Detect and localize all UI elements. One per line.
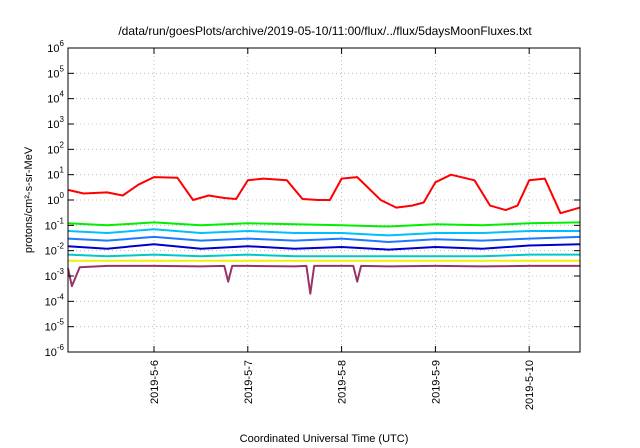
series-line-3 [67,235,581,243]
series-line-1 [67,221,581,228]
chart-title: /data/run/goesPlots/archive/2019-05-10/1… [118,24,532,38]
x-tick-label: 2019-5-8 [337,360,349,404]
y-tick-label: 103 [47,115,64,131]
y-tick-label: 105 [47,64,64,80]
series-line-0 [67,173,581,215]
y-tick-label: 10-5 [45,318,65,334]
y-tick-label: 104 [47,90,64,106]
y-tick-label: 101 [47,166,64,182]
x-axis-label: Coordinated Universal Time (UTC) [240,433,409,445]
y-tick-label: 10-3 [45,267,65,283]
x-tick-label: 2019-5-6 [149,360,161,404]
x-tick-label: 2019-5-7 [243,360,255,404]
y-tick-label: 102 [47,140,64,156]
y-tick-label: 100 [47,191,64,207]
series-line-7 [67,264,580,295]
series-group [67,173,581,295]
y-tick-label: 10-1 [45,216,65,232]
series-line-5 [67,253,580,258]
y-tick-label: 10-4 [45,292,65,308]
y-axis: 106 105 104 103 102 101 100 10-1 10-2 10-3 10-4 10-… [45,39,580,359]
x-axis: 2019-5-6 2019-5-7 2019-5-8 2019-5-9 2019-5-1… [149,48,536,410]
y-tick-label: 10-6 [45,343,65,359]
y-tick-label: 106 [47,39,64,55]
series-line-4 [67,243,581,251]
series-line-2 [67,228,580,237]
y-axis-label: protons/cm²-s-sr-MeV [23,146,35,253]
x-tick-label: 2019-5-9 [430,360,442,404]
x-tick-label: 2019-5-10 [524,360,536,410]
y-tick-label: 10-2 [45,242,65,258]
